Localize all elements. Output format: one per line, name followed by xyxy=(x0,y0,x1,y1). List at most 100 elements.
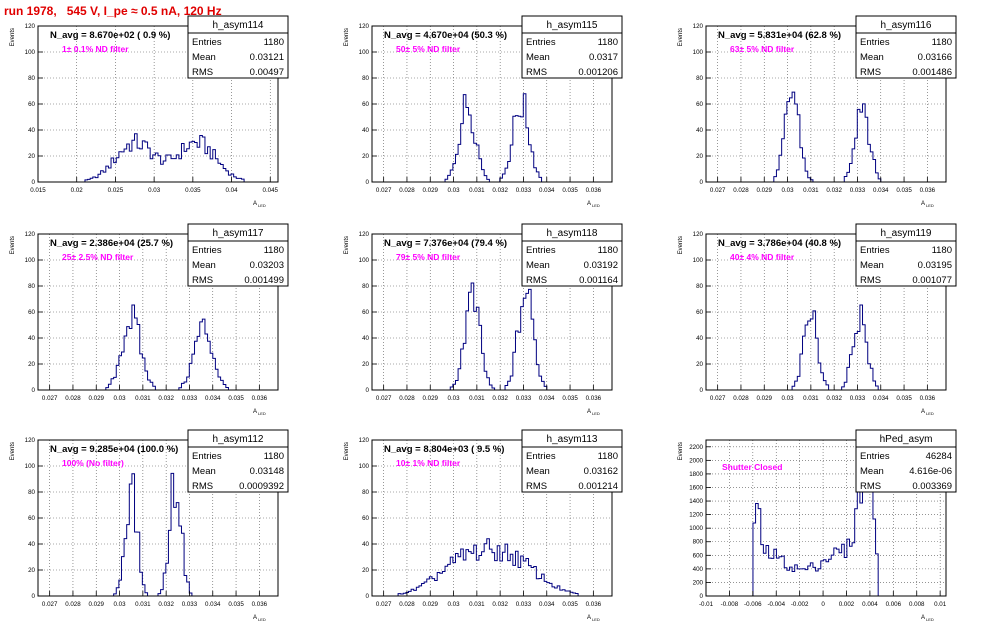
y-tick-label: 0 xyxy=(32,387,36,394)
x-tick-label: 0.035 xyxy=(896,187,912,194)
histogram-line xyxy=(372,282,612,391)
y-tick-label: 100 xyxy=(359,49,370,56)
y-tick-label: 0 xyxy=(366,593,370,600)
hist-name: h_asym118 xyxy=(547,228,598,239)
filter-label: 25± 2.5% ND filter xyxy=(62,252,134,262)
x-tick-label: 0.036 xyxy=(252,601,268,608)
y-tick-label: 40 xyxy=(28,335,35,342)
x-tick-label: 0.027 xyxy=(710,395,726,402)
navg-label: N_avg = 9.285e+04 (100.0 %) xyxy=(50,444,178,455)
y-tick-label: 120 xyxy=(693,231,704,238)
hist-name: h_asym116 xyxy=(881,20,932,31)
stats-mean-label: Mean xyxy=(192,260,216,271)
y-tick-label: 100 xyxy=(359,463,370,470)
stats-rms-label: RMS xyxy=(526,67,547,78)
x-tick-label: 0.032 xyxy=(826,187,842,194)
x-tick-label: 0.033 xyxy=(850,187,866,194)
x-tick-label: 0.034 xyxy=(205,395,221,402)
stats-rms-value: 0.001077 xyxy=(912,275,952,286)
stats-mean-value: 0.03148 xyxy=(250,466,284,477)
x-tick-label: 0.03 xyxy=(114,395,127,402)
stats-entries-label: Entries xyxy=(192,451,222,462)
x-tick-label: 0.008 xyxy=(909,601,925,608)
y-tick-label: 100 xyxy=(693,49,704,56)
stats-rms-label: RMS xyxy=(860,481,881,492)
y-tick-label: 80 xyxy=(696,283,703,290)
y-axis-label: Events xyxy=(344,236,350,254)
navg-label: N_avg = 3.786e+04 (40.8 %) xyxy=(718,238,841,249)
y-tick-label: 60 xyxy=(28,101,35,108)
y-tick-label: 20 xyxy=(696,153,703,160)
x-axis-label-subscript: LED xyxy=(592,617,600,622)
x-tick-label: 0.031 xyxy=(469,395,485,402)
stats-entries-label: Entries xyxy=(192,37,222,48)
hist-name: h_asym114 xyxy=(213,20,264,31)
histogram-panel: 0.027 0.028 0.029 0.03 0.031 0.032 0.033 0.034 0… xyxy=(10,429,289,622)
x-axis-label-subscript: LED xyxy=(258,617,266,622)
hist-name: h_asym115 xyxy=(547,20,598,31)
y-tick-label: 80 xyxy=(362,75,369,82)
y-tick-label: 120 xyxy=(693,23,704,30)
stats-entries-value: 1180 xyxy=(598,451,618,462)
x-tick-label: -0.002 xyxy=(791,601,809,608)
navg-label: N_avg = 8.670e+02 ( 0.9 %) xyxy=(50,30,170,41)
y-tick-label: 0 xyxy=(700,179,704,186)
x-tick-label: 0.031 xyxy=(135,601,151,608)
x-tick-label: 0.029 xyxy=(423,395,439,402)
x-tick-label: 0.032 xyxy=(492,601,508,608)
y-axis-label: Events xyxy=(678,442,684,460)
x-tick-label: 0.033 xyxy=(516,395,532,402)
x-tick-label: 0.031 xyxy=(135,395,151,402)
stats-mean-value: 4.616e-06 xyxy=(909,466,952,477)
y-tick-label: 120 xyxy=(359,23,370,30)
y-tick-label: 200 xyxy=(693,579,704,586)
x-tick-label: 0.034 xyxy=(539,601,555,608)
stats-entries-value: 1180 xyxy=(598,245,618,256)
x-tick-label: 0.029 xyxy=(89,601,105,608)
stats-rms-value: 0.001164 xyxy=(579,275,618,286)
y-tick-label: 400 xyxy=(693,566,704,573)
y-tick-label: 120 xyxy=(25,231,36,238)
x-tick-label: 0.004 xyxy=(862,601,878,608)
stats-mean-label: Mean xyxy=(526,52,550,63)
histogram-line xyxy=(706,91,946,183)
stats-entries-value: 46284 xyxy=(926,451,952,462)
y-axis-label: Events xyxy=(10,28,16,46)
stats-entries-label: Entries xyxy=(526,451,556,462)
y-tick-label: 2200 xyxy=(689,444,703,451)
stats-mean-label: Mean xyxy=(860,52,884,63)
stats-box xyxy=(521,223,623,287)
x-tick-label: 0.006 xyxy=(886,601,902,608)
y-tick-label: 60 xyxy=(362,515,369,522)
hist-name: h_asym119 xyxy=(881,228,932,239)
stats-entries-value: 1180 xyxy=(264,245,284,256)
stats-mean-label: Mean xyxy=(192,52,216,63)
stats-box xyxy=(855,15,957,79)
histogram-panel: 0.027 0.028 0.029 0.03 0.031 0.032 0.033 0.034 0… xyxy=(678,15,957,208)
stats-mean-label: Mean xyxy=(526,260,550,271)
x-tick-label: 0.028 xyxy=(399,601,415,608)
y-tick-label: 100 xyxy=(25,257,36,264)
y-tick-label: 1800 xyxy=(689,471,703,478)
stats-rms-label: RMS xyxy=(860,67,881,78)
stats-rms-value: 0.003369 xyxy=(912,481,952,492)
x-axis-label-subscript: LED xyxy=(926,617,934,622)
x-tick-label: 0.033 xyxy=(516,187,532,194)
y-axis-label: Events xyxy=(344,442,350,460)
x-tick-label: 0.03 xyxy=(782,187,795,194)
stats-entries-label: Entries xyxy=(526,37,556,48)
y-tick-label: 60 xyxy=(28,515,35,522)
stats-rms-value: 0.001214 xyxy=(578,481,618,492)
y-tick-label: 40 xyxy=(362,541,369,548)
y-tick-label: 60 xyxy=(362,101,369,108)
x-tick-label: 0.028 xyxy=(733,395,749,402)
x-tick-label: -0.008 xyxy=(721,601,739,608)
y-tick-label: 40 xyxy=(696,127,703,134)
stats-rms-value: 0.001499 xyxy=(244,275,284,286)
x-tick-label: 0.04 xyxy=(226,187,239,194)
x-tick-label: 0.036 xyxy=(252,395,268,402)
y-tick-label: 80 xyxy=(362,283,369,290)
x-tick-label: 0.034 xyxy=(873,395,889,402)
x-tick-label: 0.027 xyxy=(376,187,392,194)
x-tick-label: 0.034 xyxy=(873,187,889,194)
